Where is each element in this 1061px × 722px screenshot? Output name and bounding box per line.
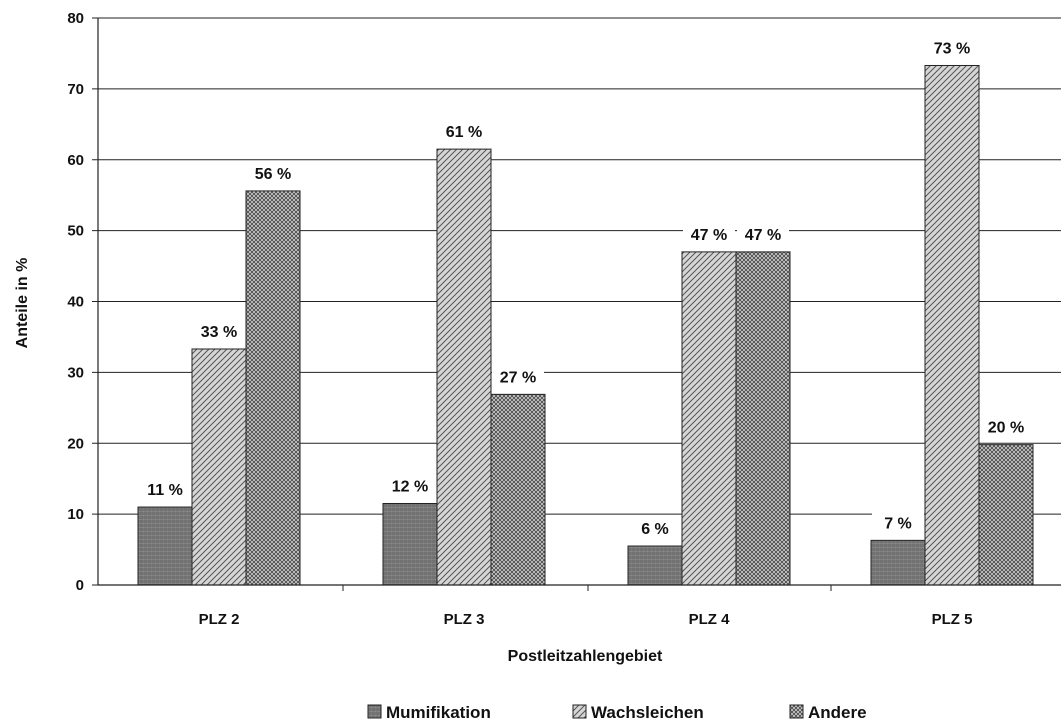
y-tick-labels: 0 10 20 30 40 50 60 70 80 — [67, 10, 98, 594]
y-tick-label: 0 — [76, 577, 84, 594]
data-label-background — [139, 480, 191, 501]
bar-mumifikation-plz4 — [627, 545, 683, 586]
x-category-label: PLZ 2 — [199, 611, 240, 628]
bar-mumifikation-plz2 — [137, 506, 193, 586]
legend-swatch — [572, 704, 587, 719]
y-axis-title: Anteile in % — [14, 258, 31, 349]
bar-andere-plz4 — [735, 251, 791, 586]
legend-item-mumifikation: Mumifikation — [367, 703, 491, 722]
data-label: 33 % — [201, 324, 237, 341]
data-label: 11 % — [147, 482, 183, 499]
x-category-label: PLZ 5 — [932, 611, 973, 628]
y-tick-label: 60 — [67, 152, 84, 169]
x-category-label: PLZ 4 — [689, 611, 730, 628]
data-label: 47 % — [691, 227, 727, 244]
data-label: 73 % — [934, 40, 970, 57]
data-label: 47 % — [745, 227, 781, 244]
y-tick-label: 10 — [67, 506, 84, 523]
data-label-background — [872, 513, 924, 534]
y-tick-label: 40 — [67, 294, 84, 311]
y-tick-label: 70 — [67, 81, 84, 98]
bar-wachsleichen-plz3 — [436, 148, 492, 586]
data-label-background — [492, 367, 544, 388]
data-label: 12 % — [392, 478, 428, 495]
bars — [137, 64, 1034, 586]
bar-andere-plz5 — [978, 444, 1034, 586]
legend-item-andere: Andere — [789, 703, 867, 722]
bar-andere-plz3 — [490, 393, 546, 586]
y-tick-label: 30 — [67, 364, 84, 381]
bar-wachsleichen-plz4 — [681, 251, 737, 586]
data-label-background — [629, 519, 681, 540]
bar-mumifikation-plz3 — [382, 502, 438, 586]
bar-wachsleichen-plz2 — [191, 348, 247, 586]
data-label: 20 % — [988, 420, 1024, 437]
data-label-background — [384, 476, 436, 497]
x-category-label: PLZ 3 — [444, 611, 485, 628]
data-label: 61 % — [446, 124, 482, 141]
data-label-background — [683, 224, 735, 245]
data-label-background — [926, 38, 978, 59]
x-category-labels: PLZ 2 PLZ 3 PLZ 4 PLZ 5 — [199, 611, 973, 628]
legend-swatch — [367, 704, 382, 719]
legend-label: Mumifikation — [386, 703, 491, 722]
bar-andere-plz2 — [245, 190, 301, 586]
legend-swatch — [789, 704, 804, 719]
data-label: 7 % — [884, 515, 912, 532]
data-labels: 11 % 12 % 6 % 7 % 33 % 61 % 47 % 73 % 56 % 27 % 47… — [139, 38, 1032, 540]
legend-item-wachsleichen: Wachsleichen — [572, 703, 704, 722]
data-label: 6 % — [641, 521, 669, 538]
y-tick-label: 50 — [67, 223, 84, 240]
data-label-background — [737, 224, 789, 245]
legend-label: Andere — [808, 703, 867, 722]
legend: Mumifikation Wachsleichen Andere — [367, 703, 867, 722]
bar-wachsleichen-plz5 — [924, 64, 980, 586]
x-axis-title: Postleitzahlengebiet — [508, 648, 663, 665]
data-label-background — [438, 122, 490, 143]
data-label-background — [193, 321, 245, 342]
y-tick-label: 80 — [67, 10, 84, 27]
data-label: 56 % — [255, 166, 291, 183]
data-label: 27 % — [500, 369, 536, 386]
bar-mumifikation-plz5 — [870, 539, 926, 586]
legend-label: Wachsleichen — [591, 703, 704, 722]
y-tick-label: 20 — [67, 435, 84, 452]
data-label-background — [247, 163, 299, 184]
data-label-background — [980, 417, 1032, 438]
